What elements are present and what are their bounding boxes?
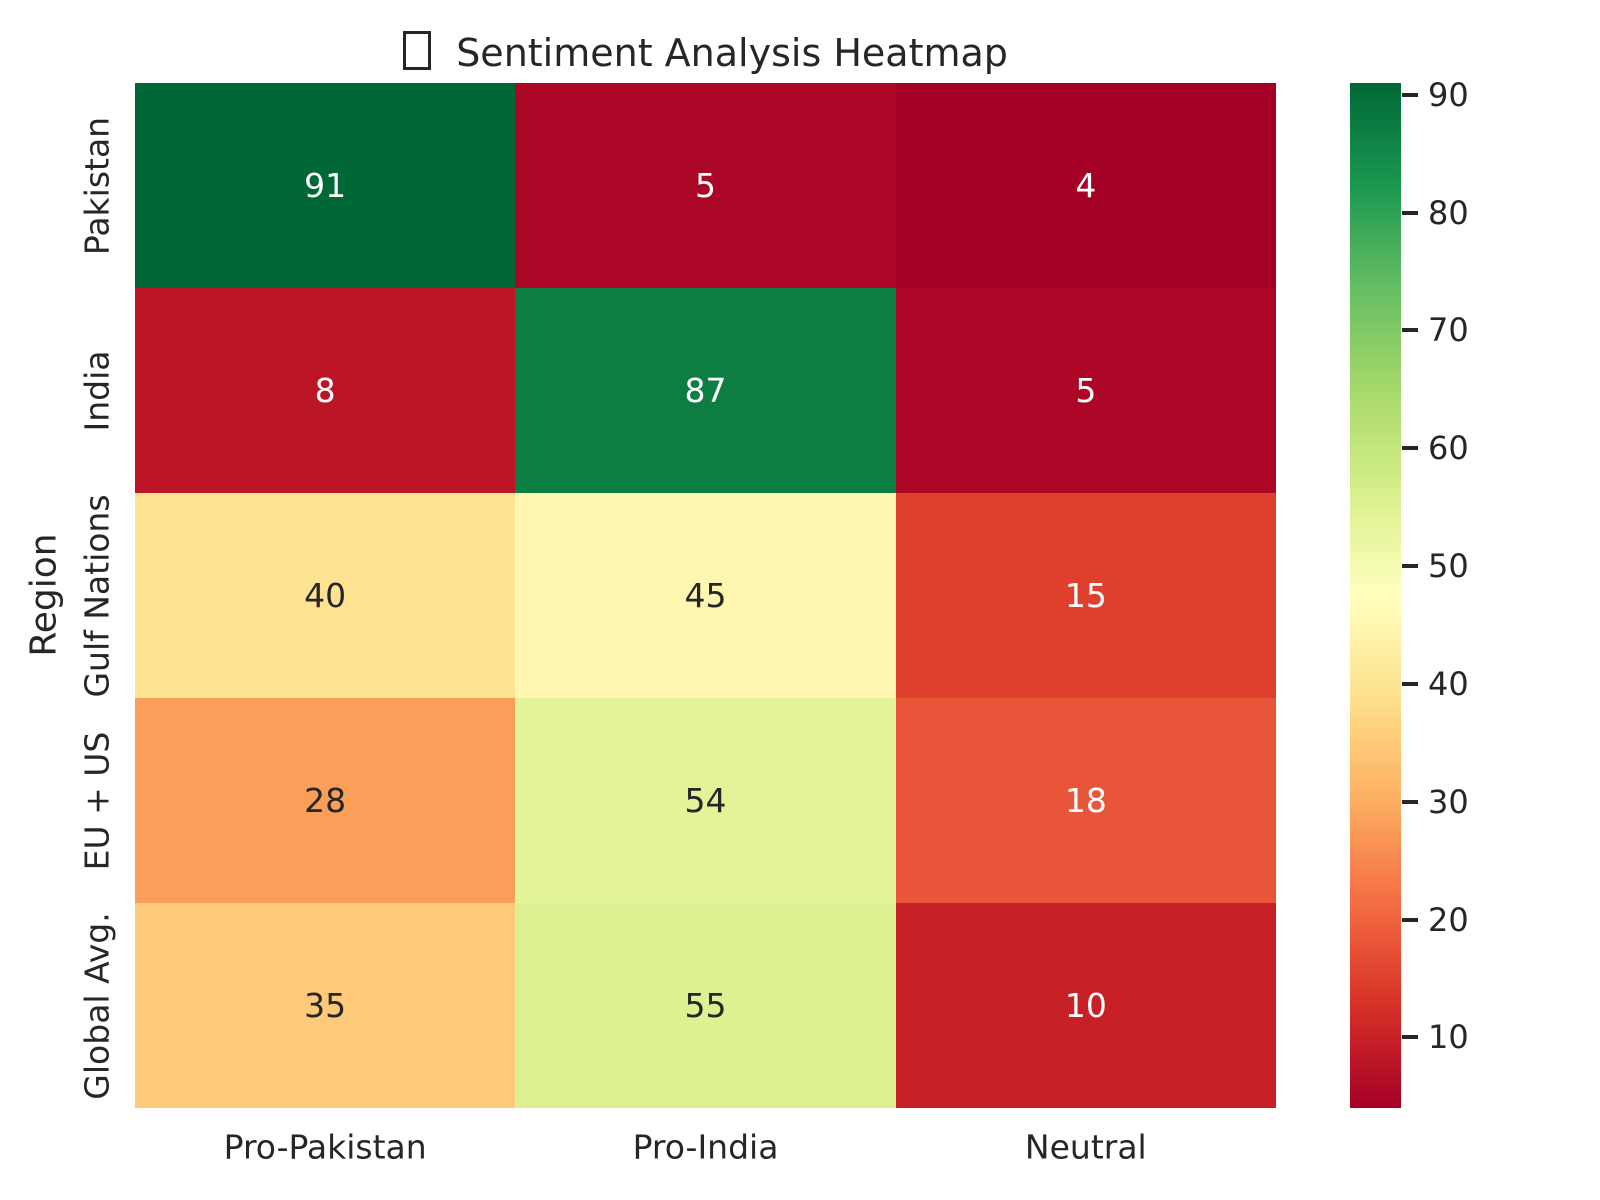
y-tick-label: India [77, 350, 117, 431]
colorbar-tick-label: 30 [1428, 782, 1469, 821]
colorbar-tick-label: 80 [1428, 193, 1469, 232]
colorbar-tick-mark [1402, 328, 1418, 333]
heatmap-cell: 35 [135, 903, 516, 1108]
colorbar: 10 20 30 40 50 60 70 80 90 [1350, 76, 1469, 1108]
colorbar-tick-mark [1402, 681, 1418, 686]
y-tick-label: Gulf Nations [77, 493, 117, 698]
colorbar-tick-mark [1402, 799, 1418, 804]
x-tick-label: Pro-Pakistan [223, 1127, 427, 1167]
heatmap-cell: 91 [135, 83, 516, 288]
colorbar-tick-mark [1402, 210, 1418, 215]
colorbar-tick-label: 70 [1428, 311, 1469, 350]
heatmap-grid: 91 5 4 8 87 5 40 45 15 28 54 18 35 55 10 [135, 83, 1276, 1108]
y-tick-label: EU + US [77, 731, 117, 870]
heatmap-cell: 87 [515, 288, 896, 493]
colorbar-tick-label: 90 [1428, 75, 1469, 114]
colorbar-tick-mark [1402, 1035, 1418, 1040]
colorbar-tick-label: 20 [1428, 900, 1469, 939]
colorbar-tick-label: 60 [1428, 429, 1469, 468]
colorbar-tick-label: 50 [1428, 547, 1469, 585]
colorbar-tick-mark [1402, 564, 1418, 568]
y-axis-label: Region [23, 533, 65, 657]
heatmap-cell: 54 [515, 698, 896, 903]
heatmap-cell: 10 [895, 903, 1276, 1108]
heatmap-cell: 5 [515, 83, 896, 288]
heatmap-cell: 55 [515, 903, 896, 1108]
colorbar-tick-label: 10 [1428, 1018, 1469, 1057]
y-tick-label: Pakistan [77, 116, 117, 255]
colorbar-tick-mark [1402, 917, 1418, 922]
heatmap-cell: 4 [895, 83, 1276, 288]
colorbar-tick-label: 40 [1428, 664, 1469, 703]
colorbar-tick-mark [1402, 92, 1418, 97]
heatmap-cell: 15 [895, 493, 1276, 698]
x-tick-label: Neutral [1024, 1127, 1147, 1167]
x-tick-label: Pro-India [632, 1127, 779, 1167]
heatmap-cell: 45 [515, 493, 896, 698]
missing-emoji-glyph [403, 31, 432, 70]
heatmap-cell: 8 [135, 288, 516, 493]
heatmap-cell: 40 [135, 493, 516, 698]
chart-title-text: Sentiment Analysis Heatmap [456, 31, 1008, 75]
heatmap-cell: 28 [135, 698, 516, 903]
y-tick-label: Global Avg. [77, 911, 117, 1100]
chart-title: Sentiment Analysis Heatmap [135, 30, 1276, 76]
colorbar-tick-mark [1402, 446, 1418, 451]
heatmap-cell: 5 [895, 288, 1276, 493]
colorbar-gradient [1350, 83, 1401, 1108]
heatmap-cell: 18 [895, 698, 1276, 903]
